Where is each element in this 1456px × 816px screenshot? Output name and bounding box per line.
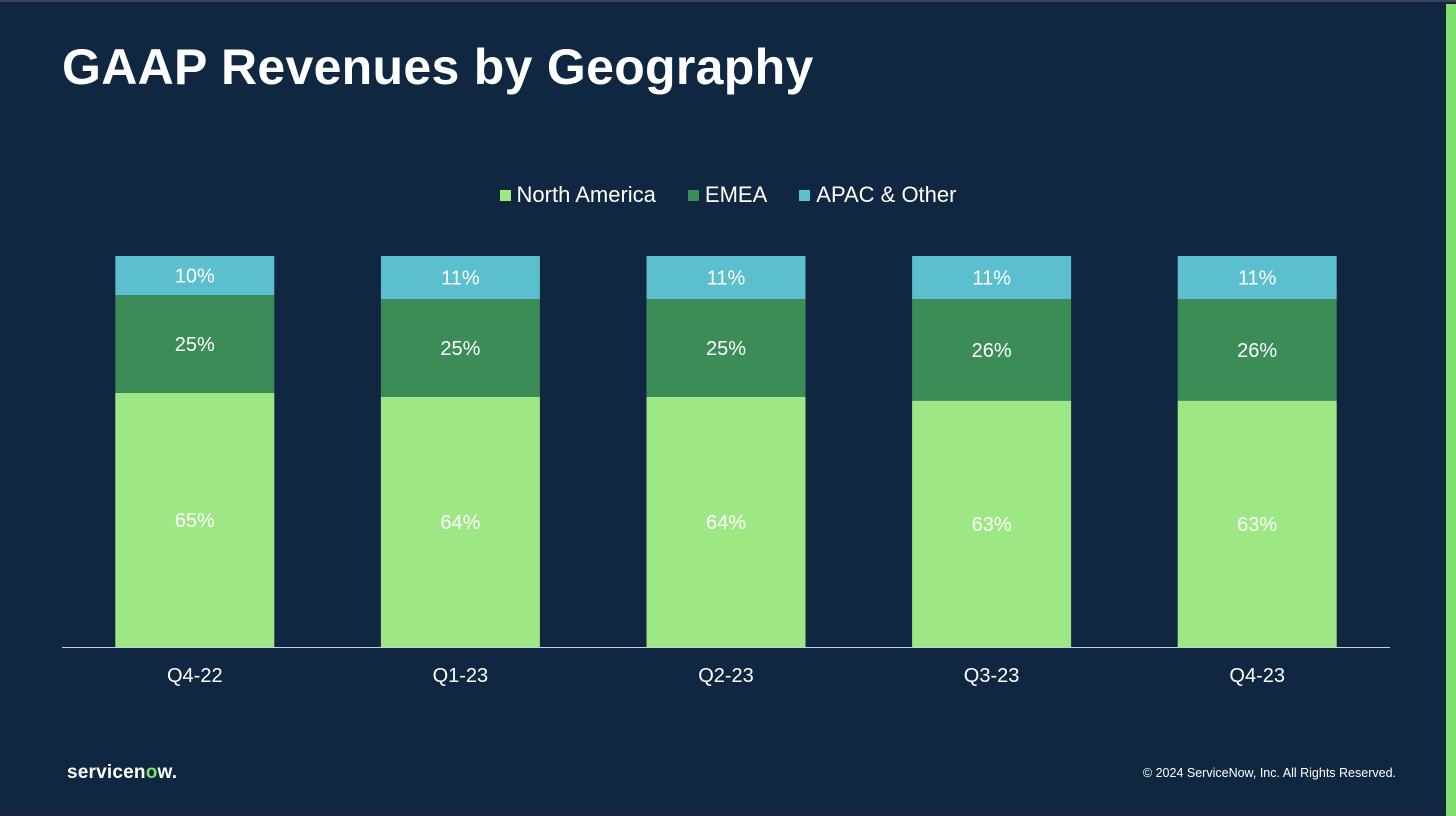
legend-item-north-america: North America xyxy=(499,182,656,208)
data-label-emea: 26% xyxy=(972,340,1012,362)
data-label-north-america: 64% xyxy=(440,512,480,534)
x-tick-label: Q2-23 xyxy=(698,665,754,687)
accent-bar xyxy=(1446,4,1456,816)
copyright-text: © 2024 ServiceNow, Inc. All Rights Reser… xyxy=(1142,766,1396,780)
data-label-apac-other: 11% xyxy=(972,268,1011,290)
bar-segment-emea xyxy=(380,299,540,397)
bar-segment-apac-other xyxy=(380,256,540,300)
legend-item-emea: EMEA xyxy=(687,182,768,208)
data-label-emea: 25% xyxy=(706,338,746,360)
bar-segment-emea xyxy=(646,299,806,397)
data-label-emea: 26% xyxy=(1237,340,1277,362)
data-label-north-america: 63% xyxy=(1237,514,1277,536)
x-tick-label: Q1-23 xyxy=(433,665,489,687)
bar-segment-emea xyxy=(1177,299,1337,401)
x-tick-label: Q3-23 xyxy=(964,665,1020,687)
bar-segment-north-america xyxy=(912,400,1072,647)
servicenow-logo: servicenow. xyxy=(67,762,178,783)
data-label-emea: 25% xyxy=(175,334,215,356)
legend-item-apac-other: APAC & Other xyxy=(799,182,956,208)
bar-segment-north-america xyxy=(115,392,275,647)
bar-segment-apac-other xyxy=(115,256,275,296)
x-tick-label: Q4-22 xyxy=(167,665,223,687)
data-label-north-america: 63% xyxy=(972,514,1012,536)
bar-segment-north-america xyxy=(1177,400,1337,647)
legend-label-north-america: North America xyxy=(516,182,656,207)
data-label-apac-other: 11% xyxy=(1238,268,1277,290)
data-label-north-america: 65% xyxy=(175,510,215,532)
bar-segment-emea xyxy=(912,299,1072,401)
slide-title: GAAP Revenues by Geography xyxy=(62,39,814,95)
bar-segment-apac-other xyxy=(1177,256,1337,300)
legend-swatch-emea xyxy=(687,189,699,201)
bar-segment-apac-other xyxy=(646,256,806,300)
bar-segment-north-america xyxy=(646,396,806,647)
data-label-apac-other: 10% xyxy=(175,266,215,288)
bar-segment-emea xyxy=(115,295,275,393)
bar-segment-apac-other xyxy=(912,256,1072,300)
logo-accent-letter: o xyxy=(145,762,158,783)
data-label-apac-other: 11% xyxy=(441,268,480,290)
data-label-emea: 25% xyxy=(440,338,480,360)
x-tick-label: Q4-23 xyxy=(1229,665,1285,687)
chart-legend: North America EMEA APAC & Other xyxy=(0,182,1456,208)
bar-segment-north-america xyxy=(380,396,540,647)
legend-swatch-north-america xyxy=(499,189,511,201)
legend-label-emea: EMEA xyxy=(704,182,768,207)
legend-swatch-apac-other xyxy=(799,189,811,201)
data-label-north-america: 64% xyxy=(706,512,746,534)
data-label-apac-other: 11% xyxy=(707,268,746,290)
legend-label-apac-other: APAC & Other xyxy=(816,182,957,207)
